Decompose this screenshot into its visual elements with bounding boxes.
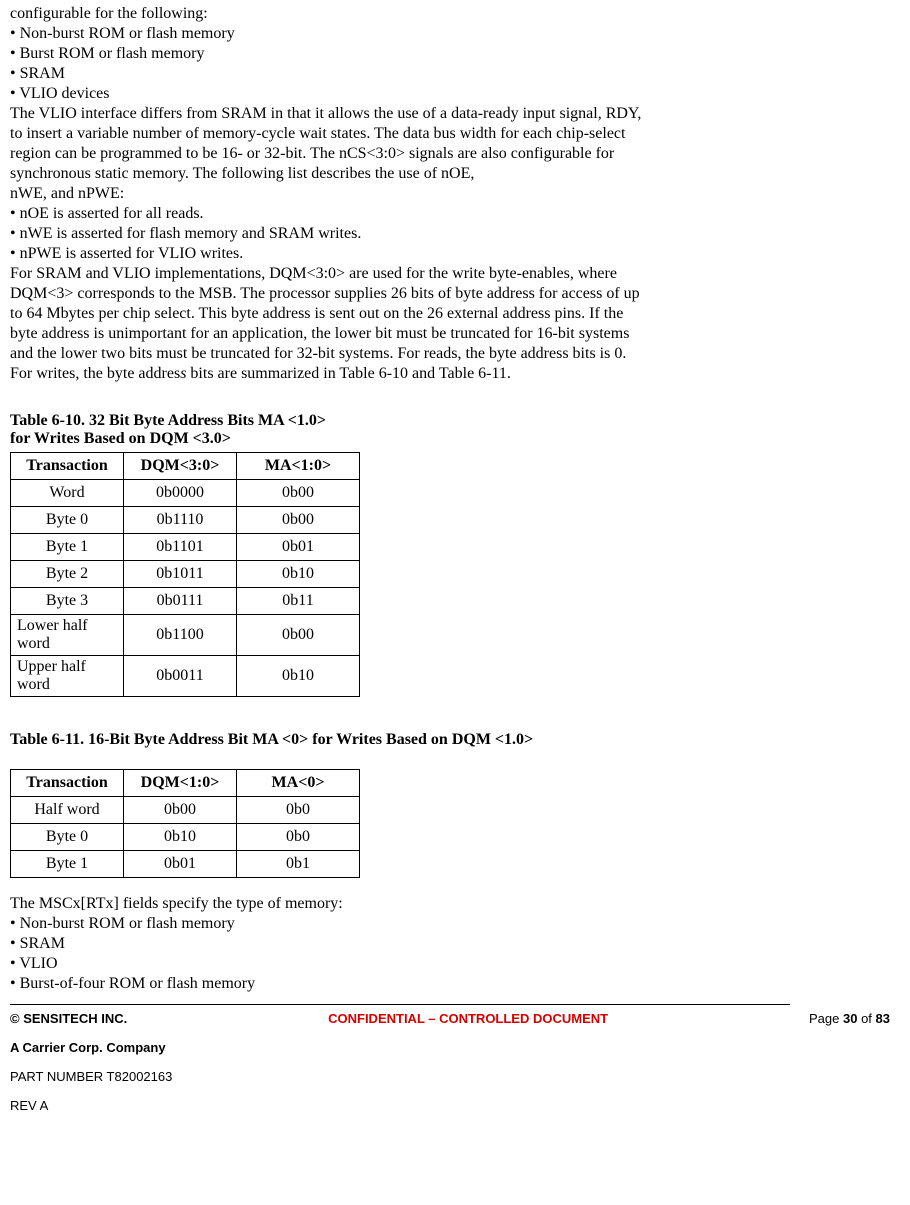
table-cell: 0b10 <box>237 656 360 697</box>
body-line: to insert a variable number of memory-cy… <box>10 124 900 144</box>
body-line: • Non-burst ROM or flash memory <box>10 914 900 934</box>
table-cell: 0b1 <box>237 851 360 878</box>
table-cell: 0b01 <box>124 851 237 878</box>
table-cell: 0b0011 <box>124 656 237 697</box>
body-line: to 64 Mbytes per chip select. This byte … <box>10 304 900 324</box>
body-line: • SRAM <box>10 64 900 84</box>
footer-right: Page 30 of 83 <box>809 1011 890 1026</box>
table-cell: 0b00 <box>237 507 360 534</box>
footer-company: A Carrier Corp. Company <box>10 1040 900 1055</box>
table-cell: Byte 3 <box>11 588 124 615</box>
body-line: • SRAM <box>10 934 900 954</box>
table-cell: 0b1011 <box>124 561 237 588</box>
table-610: Transaction DQM<3:0> MA<1:0> Word0b00000… <box>10 452 360 697</box>
table-611: Transaction DQM<1:0> MA<0> Half word0b00… <box>10 769 360 878</box>
footer-row: © SENSITECH INC. CONFIDENTIAL – CONTROLL… <box>10 1011 890 1026</box>
table-611-header-ma: MA<0> <box>237 770 360 797</box>
table-cell: 0b1110 <box>124 507 237 534</box>
table-row: Byte 00b11100b00 <box>11 507 360 534</box>
table-cell: 0b11 <box>237 588 360 615</box>
body-line: synchronous static memory. The following… <box>10 164 900 184</box>
table-cell: Word <box>11 480 124 507</box>
footer-lines: A Carrier Corp. Company PART NUMBER T820… <box>10 1040 900 1113</box>
table-cell: Upper half word <box>11 656 124 697</box>
table-cell: 0b10 <box>124 824 237 851</box>
body-line: DQM<3> corresponds to the MSB. The proce… <box>10 284 900 304</box>
table-cell: 0b0 <box>237 797 360 824</box>
body-line: nWE, and nPWE: <box>10 184 900 204</box>
footer-center: CONFIDENTIAL – CONTROLLED DOCUMENT <box>328 1011 608 1026</box>
table-cell: 0b10 <box>237 561 360 588</box>
table-cell: Byte 0 <box>11 507 124 534</box>
body-line: • nPWE is asserted for VLIO writes. <box>10 244 900 264</box>
body-line: configurable for the following: <box>10 4 900 24</box>
table-cell: 0b01 <box>237 534 360 561</box>
table-row: Half word0b000b0 <box>11 797 360 824</box>
table-row: Word0b00000b00 <box>11 480 360 507</box>
body-text: configurable for the following:• Non-bur… <box>10 4 900 384</box>
body-line: • nOE is asserted for all reads. <box>10 204 900 224</box>
footer-rev: REV A <box>10 1098 900 1113</box>
body-line: region can be programmed to be 16- or 32… <box>10 144 900 164</box>
table-611-header-transaction: Transaction <box>11 770 124 797</box>
table-cell: Byte 2 <box>11 561 124 588</box>
table-cell: Half word <box>11 797 124 824</box>
body-line: byte address is unimportant for an appli… <box>10 324 900 344</box>
table-cell: 0b1100 <box>124 615 237 656</box>
table-610-header-transaction: Transaction <box>11 453 124 480</box>
body-line: • VLIO devices <box>10 84 900 104</box>
table-row: Lower half word0b11000b00 <box>11 615 360 656</box>
footer-left: © SENSITECH INC. <box>10 1011 127 1026</box>
body-line: The MSCx[RTx] fields specify the type of… <box>10 894 900 914</box>
footer-rule <box>10 1004 790 1005</box>
table-row: Byte 30b01110b11 <box>11 588 360 615</box>
table-610-header-ma: MA<1:0> <box>237 453 360 480</box>
table-cell: Lower half word <box>11 615 124 656</box>
table-611-title-text: Table 6-11. 16-Bit Byte Address Bit MA <… <box>10 731 533 748</box>
body-line: • nWE is asserted for flash memory and S… <box>10 224 900 244</box>
table-row: Byte 00b100b0 <box>11 824 360 851</box>
table-611-title: Table 6-11. 16-Bit Byte Address Bit MA <… <box>10 731 900 749</box>
body-line: The VLIO interface differs from SRAM in … <box>10 104 900 124</box>
table-cell: 0b0 <box>237 824 360 851</box>
table-611-header-dqm: DQM<1:0> <box>124 770 237 797</box>
table-610-title-line2: for Writes Based on DQM <3.0> <box>10 430 231 447</box>
table-cell: 0b00 <box>124 797 237 824</box>
table-610-title: Table 6-10. 32 Bit Byte Address Bits MA … <box>10 412 900 448</box>
table-row: Byte 10b010b1 <box>11 851 360 878</box>
body-line: • Non-burst ROM or flash memory <box>10 24 900 44</box>
footer-part-number: PART NUMBER T82002163 <box>10 1069 900 1084</box>
table-cell: 0b00 <box>237 615 360 656</box>
body-line: • Burst-of-four ROM or flash memory <box>10 974 900 994</box>
table-cell: Byte 1 <box>11 534 124 561</box>
table-cell: 0b00 <box>237 480 360 507</box>
table-cell: 0b0000 <box>124 480 237 507</box>
body-line: • Burst ROM or flash memory <box>10 44 900 64</box>
table-610-header-dqm: DQM<3:0> <box>124 453 237 480</box>
table-cell: Byte 0 <box>11 824 124 851</box>
body-line: and the lower two bits must be truncated… <box>10 344 900 364</box>
after-text: The MSCx[RTx] fields specify the type of… <box>10 894 900 994</box>
body-line: • VLIO <box>10 954 900 974</box>
table-row: Byte 20b10110b10 <box>11 561 360 588</box>
table-row: Byte 10b11010b01 <box>11 534 360 561</box>
table-row: Upper half word0b00110b10 <box>11 656 360 697</box>
body-line: For SRAM and VLIO implementations, DQM<3… <box>10 264 900 284</box>
body-line: For writes, the byte address bits are su… <box>10 364 900 384</box>
table-cell: 0b0111 <box>124 588 237 615</box>
table-610-title-line1: Table 6-10. 32 Bit Byte Address Bits MA … <box>10 412 326 429</box>
table-cell: 0b1101 <box>124 534 237 561</box>
table-cell: Byte 1 <box>11 851 124 878</box>
